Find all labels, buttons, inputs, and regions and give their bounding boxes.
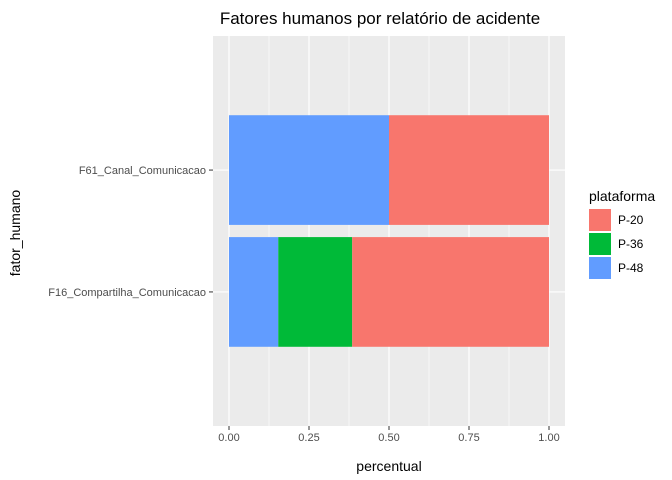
x-axis-title: percentual	[356, 458, 421, 474]
legend-label: P-48	[618, 261, 644, 275]
bar-p-20-1	[389, 115, 549, 225]
bar-p-48-1	[229, 115, 389, 225]
legend-key-p-36	[589, 233, 611, 255]
chart-title: Fatores humanos por relatório de acident…	[220, 9, 540, 28]
x-tick-label: 1.00	[538, 432, 559, 444]
legend-label: P-20	[618, 213, 644, 227]
y-axis-title: fator_humano	[7, 190, 23, 277]
legend-key-p-48	[589, 257, 611, 279]
legend: plataforma P-20 P-36 P-48	[589, 188, 655, 279]
bars	[229, 115, 549, 347]
x-tick-label: 0.25	[298, 432, 319, 444]
x-tick-label: 0.50	[378, 432, 399, 444]
legend-label: P-36	[618, 237, 644, 251]
legend-title: plataforma	[589, 188, 655, 204]
x-tick-label: 0.75	[458, 432, 479, 444]
x-axis-ticks: 0.00 0.25 0.50 0.75 1.00	[218, 426, 560, 444]
bar-p-48-2	[229, 237, 279, 347]
y-axis-ticks: F61_Canal_Comunicacao F16_Compartilha_Com…	[48, 165, 213, 299]
bar-p-36-2	[278, 237, 353, 347]
y-tick-label: F16_Compartilha_Comunicacao	[48, 287, 206, 299]
legend-key-p-20	[589, 209, 611, 231]
bar-p-20-2	[352, 237, 549, 347]
x-tick-label: 0.00	[218, 432, 239, 444]
y-tick-label: F61_Canal_Comunicacao	[79, 165, 206, 177]
